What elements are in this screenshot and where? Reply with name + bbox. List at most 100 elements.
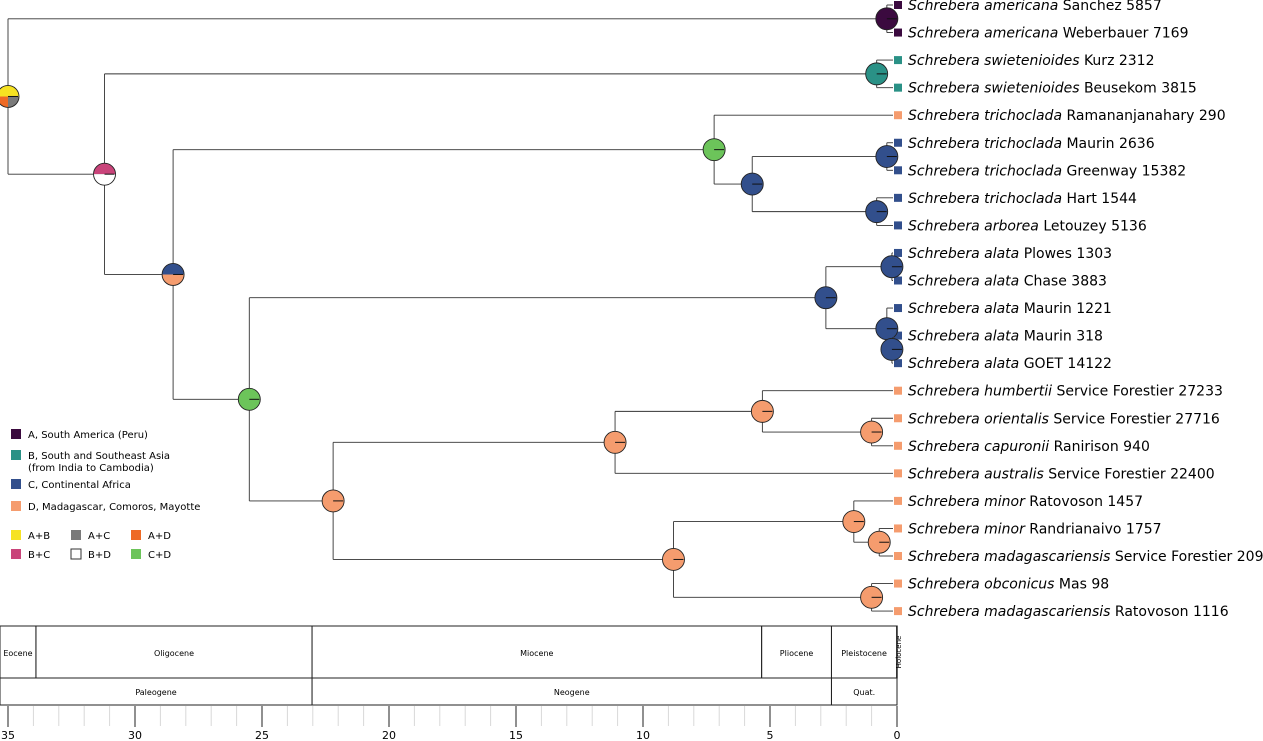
tip-species-name: obconicus (984, 577, 1054, 593)
pie-outline (93, 162, 116, 186)
node-pie-n_m6 (867, 530, 891, 554)
legend-swatch-C (11, 479, 21, 489)
node-pie-n_tri4 (865, 200, 889, 224)
tip-taxon-name: Schrebera (908, 439, 984, 455)
tip-area-square (894, 248, 902, 257)
tip-label: Schrebera australis Service Forestier 22… (908, 466, 1215, 482)
tip-voucher: Ratovoson 1457 (1025, 494, 1143, 510)
node-pie-n_m3 (750, 399, 774, 423)
legend-label-B: B, South and Southeast Asia (28, 451, 170, 462)
tip-voucher: Maurin 2636 (1062, 136, 1155, 152)
pie-slice (0, 96, 8, 108)
pie-outline (860, 420, 884, 444)
tip-species-name: alata (984, 329, 1019, 345)
tip-voucher: Ranirison 940 (1049, 439, 1150, 455)
pie-outline (814, 286, 838, 310)
tip-voucher: Mas 98 (1054, 577, 1109, 593)
tip-voucher: Sanchez 5857 (1058, 0, 1161, 14)
legend-label-A+C: A+C (88, 531, 110, 542)
tip-taxon-name: Schrebera (908, 411, 984, 427)
axis-tick-label: 25 (255, 729, 269, 741)
node-pie-n_tri2 (740, 172, 764, 196)
tip-voucher: Maurin 318 (1019, 329, 1103, 345)
tip-species-name: alata (984, 356, 1019, 372)
tip-taxon-name: Schrebera (908, 108, 984, 124)
tip-label: Schrebera alata GOET 14122 (908, 356, 1112, 372)
tip-area-square (894, 111, 902, 120)
pie-outline (842, 510, 866, 534)
legend-swatch-B (11, 450, 21, 460)
node-pie-n_cd (161, 263, 185, 286)
tip-taxon-name: Schrebera (908, 494, 984, 510)
tip-taxon-name: Schrebera (908, 218, 984, 234)
tip-label: Schrebera trichoclada Ramananjanahary 29… (908, 108, 1226, 124)
pie-outline (875, 7, 899, 31)
tip-voucher: Plowes 1303 (1019, 246, 1112, 262)
tip-voucher: Weberbauer 7169 (1058, 26, 1188, 42)
tip-species-name: americana (984, 0, 1058, 14)
tip-taxon-name: Schrebera (908, 466, 984, 482)
tip-label: Schrebera madagascariensis Service Fores… (908, 549, 1263, 565)
node-pie-n_mad (321, 489, 345, 513)
node-pie-n_m4 (860, 420, 884, 444)
tip-area-square (894, 56, 902, 65)
pie-outline (880, 337, 904, 361)
tip-area-square (894, 166, 902, 175)
epoch-label: Oligocene (154, 649, 194, 658)
tip-voucher: Ramananjanahary 290 (1062, 108, 1226, 124)
tip-label: Schrebera swietenioides Kurz 2312 (908, 53, 1155, 69)
tip-label: Schrebera minor Ratovoson 1457 (908, 494, 1143, 510)
node-pie-n_m1 (603, 430, 627, 454)
tip-voucher: Randrianaivo 1757 (1025, 521, 1162, 537)
node-pie-n_ala3 (880, 337, 904, 361)
tip-voucher: GOET 14122 (1019, 356, 1112, 372)
tip-species-name: swietenioides (984, 81, 1079, 97)
tip-taxon-name: Schrebera (908, 549, 984, 565)
pie-slice (0, 85, 19, 97)
time-axis: 35 30 25 20 15 10 5 0 (1, 706, 901, 741)
tip-taxon-name: Schrebera (908, 0, 984, 14)
tip-species-name: australis (984, 466, 1044, 482)
tip-voucher: Kurz 2312 (1080, 53, 1155, 69)
tip-label: Schrebera americana Weberbauer 7169 (908, 26, 1188, 42)
pie-outline (662, 547, 685, 571)
tip-taxon-name: Schrebera (908, 384, 984, 400)
tip-voucher: Service Forestier 27233 (1052, 384, 1223, 400)
pie-outline (0, 85, 20, 108)
tip-area-square (894, 276, 902, 285)
legend-label-C+D: C+D (148, 550, 171, 561)
tip-area-square (894, 359, 902, 368)
legend-swatch-B+C (11, 549, 21, 559)
tip-taxon-name: Schrebera (908, 356, 984, 372)
node-pie-n_m5 (842, 510, 866, 534)
node-pie-n_ala1 (880, 255, 904, 279)
pie-outline (237, 387, 261, 411)
tip-area-square (894, 386, 902, 395)
tip-taxon-name: Schrebera (908, 26, 984, 42)
tip-area-square (894, 524, 902, 533)
pie-slice (93, 174, 116, 186)
legend-label-A+B: A+B (28, 531, 50, 542)
tip-taxon-name: Schrebera (908, 136, 984, 152)
tip-voucher: Hart 1544 (1062, 191, 1137, 207)
tip-species-name: capuronii (984, 439, 1049, 455)
tip-area-square (894, 469, 902, 478)
legend-swatch-A+D (131, 530, 141, 540)
pie-outline (603, 430, 627, 454)
epoch-label: Miocene (520, 649, 553, 658)
epoch-label: Pliocene (780, 649, 814, 658)
legend-swatch-A+B (11, 530, 21, 540)
tip-voucher: Beusekom 3815 (1080, 81, 1197, 97)
tip-species-name: alata (984, 246, 1019, 262)
pie-slice (162, 263, 185, 275)
tip-area-markers (894, 1, 902, 616)
tip-taxon-name: Schrebera (908, 604, 984, 620)
epoch-label: Holocene (895, 636, 903, 669)
tip-label: Schrebera trichoclada Hart 1544 (908, 191, 1137, 207)
pie-slice (162, 274, 185, 286)
node-pie-n_ala (814, 286, 838, 310)
tip-voucher: Greenway 15382 (1062, 163, 1186, 179)
tip-taxon-name: Schrebera (908, 246, 984, 262)
node-pie-n_am (875, 7, 899, 31)
tip-species-name: arborea (984, 218, 1039, 234)
